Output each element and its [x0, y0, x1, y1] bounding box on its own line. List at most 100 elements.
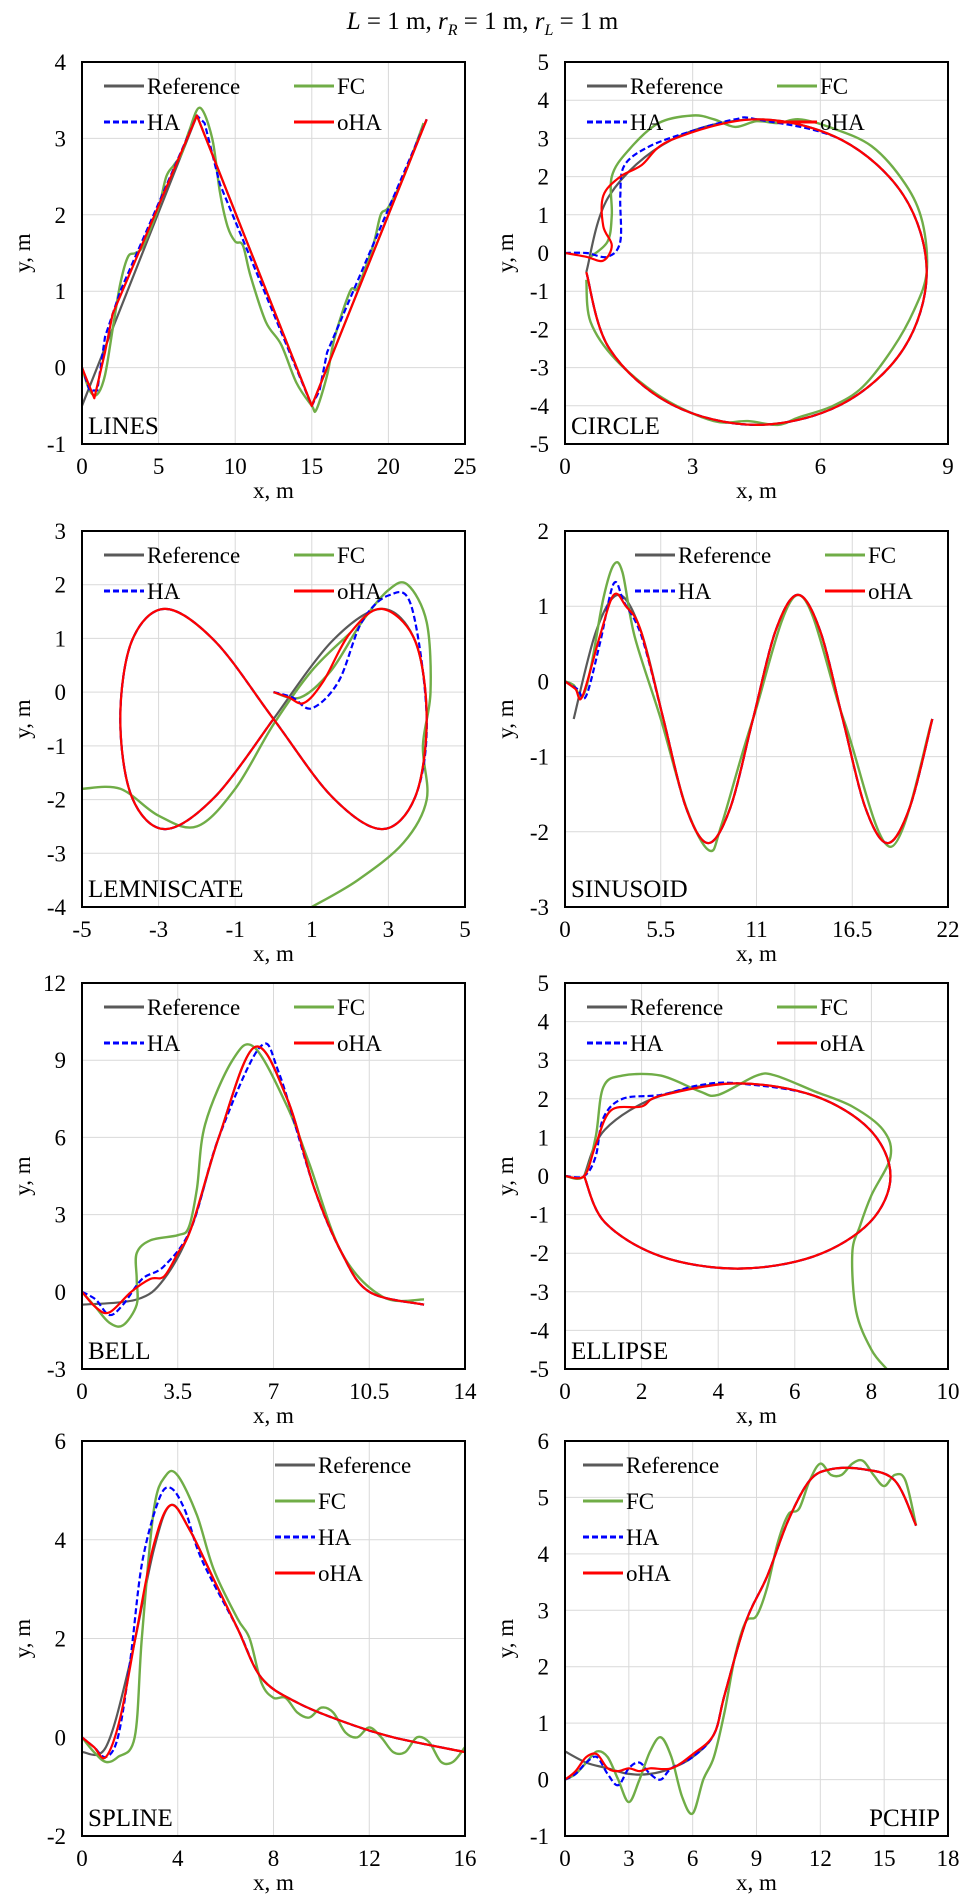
x-tick-label: 0 — [76, 1379, 88, 1404]
panel-label: ELLIPSE — [571, 1338, 668, 1365]
legend-label-fc: FC — [318, 1489, 346, 1514]
legend-label-ha: HA — [318, 1525, 352, 1550]
series-line-oha — [82, 114, 428, 407]
y-tick-label: 2 — [55, 1627, 67, 1652]
x-tick-label: 0 — [559, 917, 571, 942]
y-axis-label: y, m — [10, 233, 35, 273]
y-tick-label: 3 — [55, 126, 67, 151]
y-tick-label: -4 — [530, 1318, 550, 1343]
x-tick-label: 3 — [383, 917, 395, 942]
y-tick-label: 0 — [538, 241, 550, 266]
y-axis-label: y, m — [493, 233, 518, 273]
y-tick-label: 1 — [55, 279, 67, 304]
panel-label: LINES — [88, 413, 159, 440]
y-tick-label: -2 — [530, 317, 549, 342]
title-r: r — [437, 8, 448, 35]
x-tick-label: 16.5 — [832, 917, 872, 942]
x-tick-label: 3 — [623, 1846, 635, 1871]
x-tick-label: 5.5 — [646, 917, 675, 942]
plot-area — [565, 114, 929, 427]
x-tick-label: 18 — [937, 1846, 960, 1871]
series-line-ha — [565, 1466, 918, 1787]
y-tick-label: -2 — [47, 1824, 66, 1849]
legend-label-ha: HA — [630, 110, 664, 135]
x-tick-label: 10 — [937, 1379, 960, 1404]
legend-label-reference: Reference — [630, 74, 723, 99]
y-tick-label: 2 — [538, 519, 550, 544]
title-sub-L: L — [544, 22, 554, 39]
y-tick-label: 3 — [55, 1203, 67, 1228]
series-line-fc — [82, 581, 432, 907]
x-tick-label: 2 — [636, 1379, 648, 1404]
y-tick-label: -2 — [530, 820, 549, 845]
subplot-spline: -2 0 2 4 6 0 4 8 12 16 x, m y, m Reference FC HA oHA SPL… — [10, 1429, 477, 1895]
x-tick-label: 12 — [809, 1846, 832, 1871]
series-line-fc — [82, 1469, 465, 1766]
x-tick-label: -3 — [149, 917, 168, 942]
series-line-ha — [565, 580, 934, 845]
series-line-oha — [119, 607, 428, 831]
plot-frame — [81, 1440, 466, 1837]
x-axis-label: x, m — [253, 478, 294, 503]
x-tick-label: 5 — [459, 917, 471, 942]
legend-label-ha: HA — [147, 579, 181, 604]
y-tick-label: 4 — [55, 50, 67, 75]
y-tick-label: 0 — [538, 669, 550, 694]
legend-label-oha: oHA — [337, 110, 382, 135]
plot-frame — [81, 530, 466, 908]
series-line-oha — [82, 1045, 425, 1315]
x-tick-label: 16 — [454, 1846, 477, 1871]
y-tick-label: 3 — [538, 1048, 550, 1073]
x-axis-label: x, m — [736, 941, 777, 966]
x-tick-label: 15 — [873, 1846, 896, 1871]
y-tick-label: 5 — [538, 1485, 550, 1510]
legend-label-reference: Reference — [147, 543, 240, 568]
y-tick-label: -4 — [530, 394, 550, 419]
y-tick-label: 4 — [538, 88, 550, 113]
x-tick-label: -1 — [226, 917, 245, 942]
y-tick-label: 3 — [538, 1598, 550, 1623]
series-line-oha — [82, 1503, 465, 1760]
y-tick-label: -5 — [530, 1357, 549, 1382]
y-tick-label: -5 — [530, 432, 549, 457]
y-tick-label: 1 — [538, 1125, 550, 1150]
series-line-ha — [82, 1042, 425, 1317]
y-tick-label: -1 — [530, 1203, 549, 1228]
legend: Reference FC HA oHA — [275, 1453, 411, 1586]
y-tick-label: 6 — [538, 1429, 550, 1454]
legend-label-ha: HA — [147, 1031, 181, 1056]
legend-label-reference: Reference — [626, 1453, 719, 1478]
legend-label-oha: oHA — [626, 1561, 671, 1586]
subplot-lines: -1 0 1 2 3 4 0 5 10 15 20 25 x, m y, m Reference FC HA oH… — [10, 50, 477, 503]
legend: Reference FC HA oHA — [587, 995, 865, 1056]
panel-label: BELL — [88, 1338, 151, 1365]
legend: Reference FC HA oHA — [587, 74, 865, 135]
x-tick-label: 11 — [745, 917, 767, 942]
y-tick-label: 5 — [538, 50, 550, 75]
plot-area — [565, 1072, 893, 1369]
y-tick-label: 5 — [538, 971, 550, 996]
x-tick-label: 14 — [454, 1379, 478, 1404]
series-line-fc — [565, 561, 934, 853]
x-tick-label: 6 — [789, 1379, 801, 1404]
legend: Reference FC HA oHA — [104, 74, 382, 135]
x-tick-label: 22 — [937, 917, 960, 942]
plot-area — [82, 106, 428, 414]
y-tick-label: 2 — [55, 203, 67, 228]
x-tick-label: 10.5 — [349, 1379, 389, 1404]
title-eq3: = 1 m — [553, 8, 619, 35]
y-axis-label: y, m — [10, 1619, 35, 1659]
x-tick-label: 7 — [268, 1379, 280, 1404]
x-tick-label: 0 — [559, 1379, 571, 1404]
legend-label-oha: oHA — [820, 110, 865, 135]
panel-label: PCHIP — [869, 1805, 940, 1832]
series-line-oha — [565, 592, 934, 845]
x-tick-label: 9 — [751, 1846, 763, 1871]
x-axis-label: x, m — [253, 941, 294, 966]
legend-label-fc: FC — [868, 543, 896, 568]
legend-label-oha: oHA — [868, 579, 913, 604]
y-tick-label: 2 — [538, 165, 550, 190]
series-line-fc — [585, 114, 929, 427]
y-tick-label: 2 — [538, 1655, 550, 1680]
